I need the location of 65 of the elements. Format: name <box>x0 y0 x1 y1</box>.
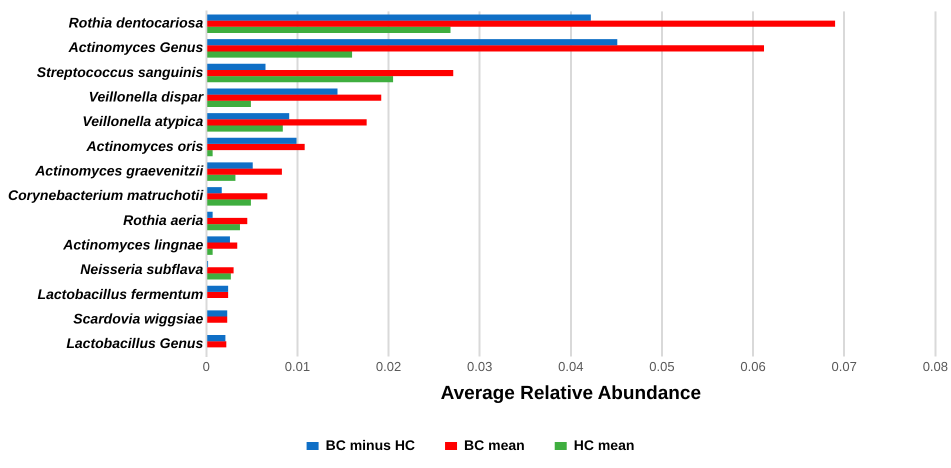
bar <box>207 187 222 194</box>
bar <box>207 26 451 33</box>
bar <box>207 100 251 107</box>
y-tick-label: Actinomyces graevenitzii <box>34 162 204 179</box>
y-tick-label: Veillonella atypica <box>82 113 204 130</box>
bar <box>207 94 382 101</box>
bar <box>207 212 213 218</box>
y-tick-label: Neisseria subflava <box>80 261 204 278</box>
bar <box>207 199 251 206</box>
bar <box>207 150 213 156</box>
y-tick-label: Actinomyces oris <box>86 138 204 154</box>
bar <box>207 45 764 52</box>
y-tick-label: Lactobacillus Genus <box>66 335 204 352</box>
bar <box>207 119 367 126</box>
legend-label: HC mean <box>574 436 634 453</box>
x-tick-label: 0.02 <box>376 358 402 374</box>
y-tick-label: Veillonella dispar <box>88 88 205 105</box>
y-tick-label: Lactobacillus fermentum <box>38 286 204 302</box>
bar <box>207 292 228 298</box>
bar <box>207 341 226 348</box>
bar <box>207 168 282 175</box>
bar <box>207 64 266 70</box>
y-tick-label: Actinomyces lingnae <box>62 236 204 252</box>
y-tick-label: Rothia dentocariosa <box>68 14 204 31</box>
bar <box>207 248 213 255</box>
y-tick-label: Actinomyces Genus <box>68 39 204 56</box>
x-tick-label: 0.06 <box>740 358 766 374</box>
y-tick-label: Scardovia wiggsiae <box>73 310 204 326</box>
bar <box>207 76 394 82</box>
legend-label: BC minus HC <box>326 436 416 453</box>
bar <box>207 267 234 274</box>
bar <box>207 273 231 280</box>
y-tick-label: Corynebacterium matruchotii <box>8 187 204 204</box>
bar <box>207 174 236 181</box>
x-tick-label: 0.04 <box>558 358 584 374</box>
bar <box>207 113 290 120</box>
bar <box>207 193 268 200</box>
x-tick-label: 0.05 <box>649 358 675 374</box>
x-tick-label: 0 <box>202 358 210 374</box>
bar <box>207 144 305 150</box>
y-tick-label: Rothia aeria <box>123 212 204 228</box>
x-axis-title: Average Relative Abundance <box>440 382 702 404</box>
bar <box>207 39 618 46</box>
bar <box>207 138 296 144</box>
bar <box>207 236 230 243</box>
bar <box>207 242 238 249</box>
bar <box>207 70 454 76</box>
x-tick-label: 0.08 <box>922 358 948 374</box>
bar <box>207 286 228 292</box>
bar <box>207 310 228 317</box>
legend-label: BC mean <box>464 436 525 453</box>
bar <box>207 335 226 342</box>
x-tick-label: 0.03 <box>467 358 492 374</box>
bar <box>207 20 836 27</box>
bar <box>207 88 338 95</box>
x-tick-label: 0.01 <box>284 358 310 374</box>
bar <box>207 51 352 58</box>
bar <box>207 14 591 21</box>
bar <box>207 224 240 230</box>
x-tick-label: 0.07 <box>832 358 857 374</box>
y-tick-label: Streptococcus sanguinis <box>36 64 204 80</box>
bar <box>207 218 248 224</box>
bar <box>207 316 228 323</box>
bar <box>207 162 253 169</box>
bar <box>207 125 283 132</box>
